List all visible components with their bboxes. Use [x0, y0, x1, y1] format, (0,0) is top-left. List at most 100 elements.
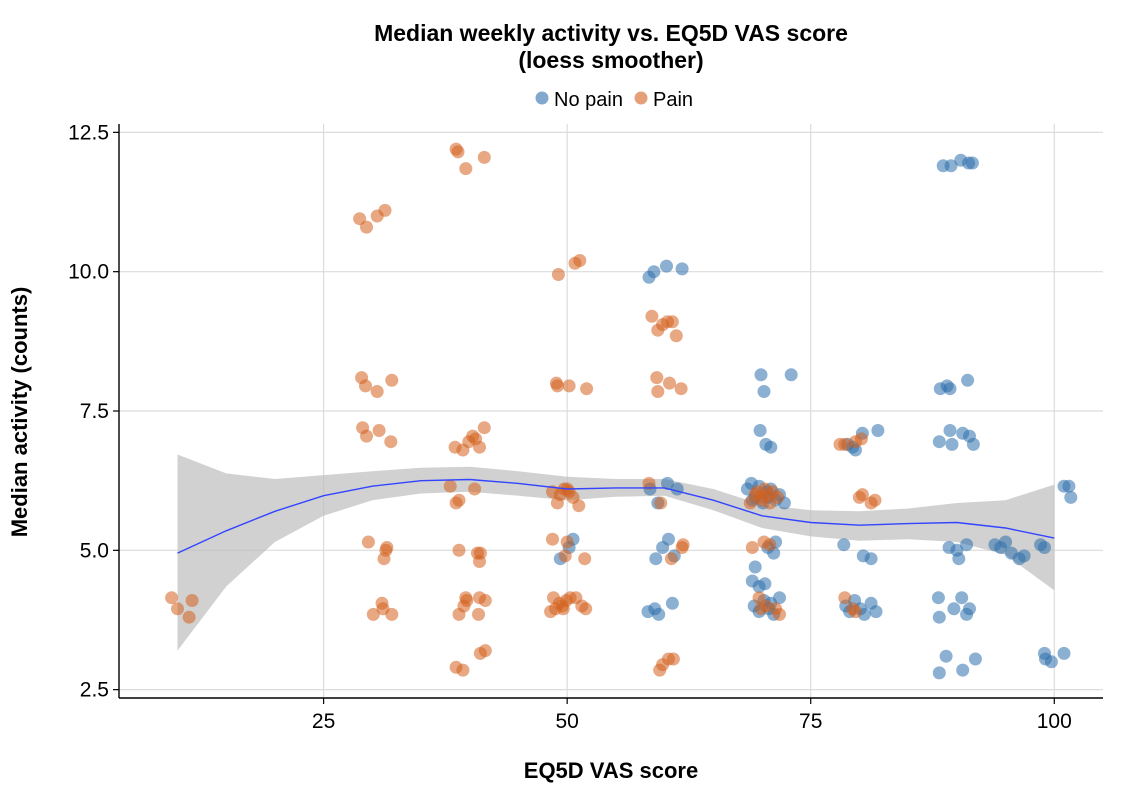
point-pain-71 [560, 535, 574, 549]
point-no-pain-98 [963, 602, 976, 616]
point-no-pain-14 [652, 607, 666, 621]
x-tick-label-2: 75 [799, 710, 822, 733]
y-tick-label-3: 10.0 [68, 261, 109, 284]
legend-key-pain [634, 91, 648, 105]
point-pain-28 [443, 479, 457, 493]
point-pain-5 [360, 220, 373, 234]
point-no-pain-40 [748, 560, 762, 574]
point-pain-42 [473, 546, 487, 560]
point-no-pain-73 [943, 382, 957, 396]
y-tick-label-4: 12.5 [68, 121, 109, 144]
point-pain-94 [642, 476, 656, 490]
point-no-pain-102 [968, 652, 982, 666]
point-no-pain-95 [947, 602, 961, 616]
x-tick-label-0: 25 [312, 710, 335, 733]
point-pain-20 [366, 607, 380, 621]
point-pain-96 [664, 552, 678, 566]
point-pain-16 [361, 535, 375, 549]
point-pain-70 [558, 549, 572, 563]
point-no-pain-109 [1064, 490, 1078, 504]
point-no-pain-106 [1057, 646, 1071, 660]
point-no-pain-19 [754, 368, 768, 382]
point-no-pain-9 [662, 532, 675, 546]
point-no-pain-57 [869, 605, 883, 619]
chart-subtitle: (loess smoother) [518, 47, 703, 73]
x-tick-label-3: 100 [1037, 710, 1072, 733]
point-pain-82 [547, 591, 560, 605]
point-pain-115 [763, 538, 777, 552]
point-pain-19 [380, 541, 394, 554]
point-pain-69 [546, 532, 559, 546]
point-no-pain-99 [932, 666, 946, 680]
point-no-pain-24 [764, 440, 778, 454]
legend-label-no-pain: No pain [554, 89, 623, 111]
point-no-pain-2 [660, 259, 673, 273]
point-no-pain-75 [932, 435, 946, 449]
point-pain-93 [674, 382, 688, 396]
point-no-pain-43 [758, 577, 772, 591]
point-no-pain-70 [965, 156, 979, 170]
point-pain-81 [579, 602, 593, 616]
point-no-pain-67 [944, 159, 958, 173]
y-tick-label-0: 2.5 [80, 679, 109, 702]
point-pain-27 [477, 150, 491, 164]
point-no-pain-108 [1062, 479, 1076, 493]
point-pain-0 [165, 591, 179, 605]
point-pain-3 [185, 594, 199, 607]
point-pain-90 [650, 371, 664, 385]
data-points [165, 142, 1078, 680]
point-pain-68 [553, 488, 567, 502]
point-pain-39 [452, 543, 466, 557]
point-pain-126 [855, 488, 869, 502]
point-no-pain-74 [961, 373, 975, 387]
point-no-pain-80 [966, 437, 980, 451]
point-pain-58 [550, 379, 564, 393]
point-no-pain-20 [757, 385, 771, 398]
point-pain-7 [378, 203, 392, 217]
point-pain-66 [572, 499, 586, 513]
legend-key-no-pain [535, 91, 549, 105]
point-no-pain-22 [753, 424, 767, 437]
point-no-pain-3 [675, 262, 689, 276]
point-pain-46 [460, 594, 474, 607]
point-pain-95 [654, 496, 668, 510]
point-pain-98 [676, 538, 690, 552]
point-pain-14 [372, 424, 386, 437]
x-tick-label-1: 50 [555, 710, 578, 733]
point-pain-26 [459, 162, 473, 176]
point-pain-124 [854, 432, 868, 446]
point-no-pain-93 [931, 591, 945, 605]
point-pain-53 [478, 644, 492, 658]
point-pain-49 [478, 594, 492, 607]
point-pain-113 [745, 541, 759, 554]
point-pain-128 [868, 493, 882, 507]
point-pain-38 [469, 432, 483, 446]
point-no-pain-84 [960, 538, 974, 552]
point-pain-2 [182, 610, 196, 624]
y-tick-label-1: 5.0 [80, 539, 109, 562]
point-no-pain-92 [1038, 541, 1051, 554]
tick-labels: 25 50 75 100 2.5 5.0 7.5 10.0 12.5 [68, 121, 1072, 733]
point-pain-9 [359, 379, 372, 393]
point-no-pain-60 [864, 552, 878, 566]
point-pain-60 [580, 382, 594, 396]
point-pain-120 [773, 607, 786, 621]
y-tick-label-2: 7.5 [80, 400, 109, 423]
point-no-pain-7 [670, 482, 684, 496]
point-no-pain-1 [647, 265, 661, 279]
point-pain-129 [838, 591, 852, 605]
y-axis-title: Median activity (counts) [7, 287, 32, 538]
point-no-pain-10 [649, 552, 663, 566]
point-pain-15 [384, 435, 398, 449]
point-pain-91 [651, 385, 665, 398]
point-pain-51 [456, 663, 470, 677]
point-pain-23 [385, 607, 399, 621]
point-pain-25 [451, 145, 465, 159]
point-pain-131 [849, 605, 862, 619]
smoother-line [177, 478, 1055, 554]
smoother-curve [177, 478, 1055, 554]
point-no-pain-100 [939, 649, 953, 663]
point-no-pain-94 [932, 610, 946, 624]
point-pain-88 [665, 315, 679, 329]
point-pain-122 [838, 437, 852, 451]
